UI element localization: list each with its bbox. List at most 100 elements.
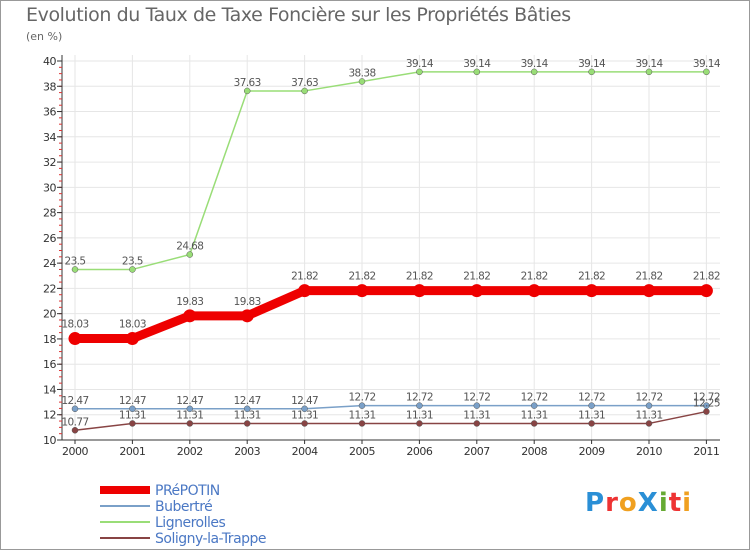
data-point bbox=[588, 420, 595, 427]
data-label: 38.38 bbox=[348, 67, 375, 79]
logo-letter: t bbox=[668, 488, 683, 518]
data-point bbox=[301, 420, 308, 427]
logo-letter: i bbox=[658, 488, 669, 518]
data-label: 19.83 bbox=[234, 296, 261, 308]
y-tick-label: 22 bbox=[43, 282, 56, 295]
data-point bbox=[645, 420, 653, 427]
y-tick-label: 16 bbox=[43, 358, 56, 371]
series-line-2 bbox=[74, 71, 708, 271]
data-label: 10.77 bbox=[61, 416, 88, 428]
data-label: 21.82 bbox=[463, 271, 490, 283]
x-tick-label: 2011 bbox=[693, 445, 719, 458]
legend-swatch bbox=[100, 505, 150, 507]
data-point bbox=[186, 405, 194, 413]
y-axis-unit: (en %) bbox=[26, 30, 63, 43]
data-point bbox=[355, 284, 369, 298]
data-label: 11.31 bbox=[406, 409, 433, 421]
data-label: 23.5 bbox=[65, 255, 86, 267]
data-label: 11.31 bbox=[176, 409, 203, 421]
data-point bbox=[129, 420, 136, 427]
data-point bbox=[71, 266, 79, 273]
data-point bbox=[125, 332, 139, 346]
legend-label: Bubertré bbox=[155, 499, 213, 515]
data-label: 11.31 bbox=[463, 409, 490, 421]
proxiti-logo: ProXiti bbox=[585, 488, 692, 518]
data-point bbox=[68, 332, 82, 346]
y-tick-label: 20 bbox=[43, 308, 56, 321]
logo-letter: P bbox=[585, 488, 606, 518]
data-point bbox=[243, 420, 251, 427]
data-point bbox=[301, 87, 308, 95]
data-label: 12.72 bbox=[693, 392, 720, 404]
legend-swatch bbox=[100, 486, 150, 494]
data-label: 24.68 bbox=[176, 241, 203, 253]
data-label: 19.83 bbox=[176, 296, 203, 308]
data-point bbox=[71, 405, 79, 413]
y-tick-label: 30 bbox=[43, 181, 56, 194]
data-label: 11.31 bbox=[291, 409, 318, 421]
data-point bbox=[699, 284, 713, 298]
data-label: 39.14 bbox=[635, 58, 663, 70]
data-label: 21.82 bbox=[406, 271, 433, 283]
series-line-1 bbox=[74, 404, 708, 410]
y-tick-label: 32 bbox=[43, 156, 56, 169]
data-point bbox=[530, 420, 538, 427]
x-tick-label: 2006 bbox=[406, 445, 432, 458]
data-point bbox=[416, 402, 423, 409]
data-label: 11.31 bbox=[578, 409, 605, 421]
data-label: 11.31 bbox=[119, 409, 146, 421]
data-point bbox=[703, 408, 710, 415]
x-tick-label: 2003 bbox=[234, 445, 260, 458]
data-point bbox=[186, 420, 194, 427]
logo-letter: o bbox=[618, 488, 638, 518]
data-point bbox=[473, 68, 481, 76]
legend-label: PRéPOTIN bbox=[155, 483, 220, 499]
data-point bbox=[301, 405, 308, 413]
chart-title: Evolution du Taux de Taxe Foncière sur l… bbox=[26, 4, 571, 26]
data-point bbox=[358, 78, 366, 85]
data-point bbox=[129, 266, 136, 273]
legend-label: Lignerolles bbox=[155, 515, 226, 531]
x-tick-label: 2010 bbox=[636, 445, 662, 458]
x-tick-label: 2004 bbox=[292, 445, 318, 458]
data-point bbox=[243, 87, 251, 95]
y-tick-label: 24 bbox=[43, 257, 56, 270]
data-point bbox=[412, 284, 426, 298]
data-label: 23.5 bbox=[122, 255, 143, 267]
data-label: 21.82 bbox=[291, 271, 318, 283]
data-point bbox=[645, 402, 653, 409]
data-point bbox=[358, 402, 366, 409]
data-label: 37.63 bbox=[291, 77, 318, 89]
legend-swatch bbox=[100, 521, 150, 523]
data-label: 12.72 bbox=[578, 392, 605, 404]
data-point bbox=[129, 405, 136, 413]
x-tick-label: 2005 bbox=[349, 445, 375, 458]
data-point bbox=[473, 402, 481, 409]
logo-letter: i bbox=[682, 488, 693, 518]
series-line-3 bbox=[74, 410, 708, 432]
data-label: 39.14 bbox=[693, 58, 721, 70]
data-label: 21.82 bbox=[521, 271, 548, 283]
data-point bbox=[416, 420, 423, 427]
y-tick-label: 18 bbox=[43, 333, 56, 346]
data-point bbox=[416, 68, 423, 76]
data-label: 12.47 bbox=[176, 395, 203, 407]
data-point bbox=[473, 420, 481, 427]
data-label: 21.82 bbox=[578, 271, 605, 283]
data-label: 21.82 bbox=[693, 271, 720, 283]
logo-letter: X bbox=[637, 488, 659, 518]
data-point bbox=[243, 405, 251, 413]
data-label: 18.03 bbox=[119, 319, 146, 331]
x-tick-label: 2009 bbox=[579, 445, 605, 458]
data-point bbox=[530, 68, 538, 76]
legend-swatch bbox=[100, 537, 150, 539]
data-label: 21.82 bbox=[635, 271, 662, 283]
y-tick-label: 34 bbox=[43, 131, 56, 144]
y-tick-label: 28 bbox=[43, 207, 56, 220]
data-label: 11.31 bbox=[635, 409, 662, 421]
data-label: 12.47 bbox=[119, 395, 146, 407]
data-point bbox=[588, 402, 595, 409]
data-point bbox=[186, 251, 194, 258]
data-label: 12.72 bbox=[463, 392, 490, 404]
data-point bbox=[585, 284, 599, 298]
